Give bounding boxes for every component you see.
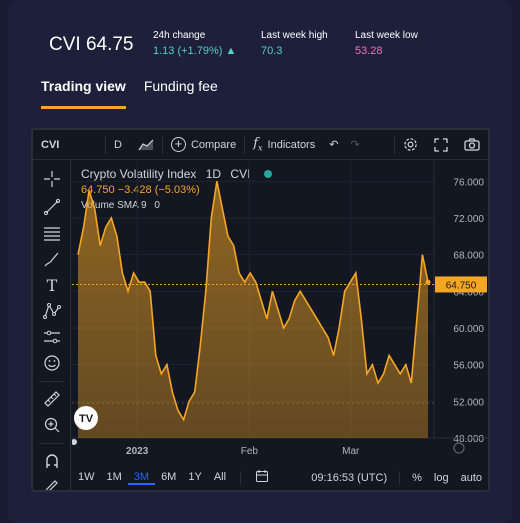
pencil-lock-icon[interactable]	[42, 475, 62, 490]
price-chart-plot[interactable]: 76.000 72.000 68.000 64.000 60.000 56.000 52.0…	[72, 161, 488, 463]
legend-ohlc: 64.750 −3.428 (−5.03%)	[81, 184, 200, 196]
trend-line-icon[interactable]	[42, 197, 62, 217]
price-area-fill	[78, 181, 428, 439]
magnet-icon[interactable]	[42, 451, 62, 471]
function-icon: fx	[253, 136, 263, 153]
legend-volume: Volume SMA 9	[81, 200, 147, 211]
ruler-icon[interactable]	[42, 389, 62, 409]
settings-gear-icon[interactable]	[395, 130, 426, 160]
log-toggle[interactable]: log	[433, 471, 449, 484]
pattern-icon[interactable]	[42, 301, 62, 321]
add-circle-icon: +	[170, 137, 186, 152]
legend-volume-value: 0	[154, 200, 160, 211]
camera-icon[interactable]	[456, 130, 488, 160]
range-1w[interactable]: 1W	[78, 470, 95, 483]
crosshair-icon[interactable]	[42, 169, 62, 189]
y-tick-label: 48.000	[453, 434, 484, 445]
redo-icon[interactable]: ↷	[350, 139, 360, 151]
fullscreen-icon[interactable]	[426, 130, 456, 160]
chart-legend: Crypto Volatility Index 1D CVI 64.750 −3…	[81, 167, 272, 211]
market-status-dot	[263, 170, 272, 178]
zoom-in-icon[interactable]	[42, 415, 62, 435]
range-6m[interactable]: 6M	[161, 470, 177, 483]
caret-up-icon: ▲	[225, 45, 237, 57]
price-line	[77, 181, 429, 422]
range-1m[interactable]: 1M	[106, 470, 122, 483]
stat-24h: 24h change 1.13 (+1.79%) ▲	[153, 30, 236, 57]
stat-value: 53.28	[355, 45, 383, 57]
text-tool-icon[interactable]: T	[46, 275, 58, 295]
x-tick-label: Feb	[241, 446, 259, 457]
horizontal-lines-icon[interactable]	[42, 223, 62, 243]
cvi-card: CVI 64.75 24h change 1.13 (+1.79%) ▲ Las…	[8, 0, 512, 523]
interval-button[interactable]: D	[114, 138, 122, 151]
y-tick-label: 64.000	[453, 287, 484, 298]
view-tabs: Trading view Funding fee	[41, 78, 218, 109]
drawing-toolbar: T	[33, 161, 71, 490]
stat-week-high: Last week high 70.3	[261, 30, 328, 57]
last-price-label: 64.750	[446, 280, 477, 291]
brush-icon[interactable]	[42, 249, 62, 269]
auto-toggle[interactable]: auto	[460, 471, 482, 484]
tab-trading-view[interactable]: Trading view	[41, 78, 126, 109]
tradingview-logo-icon[interactable]: TV	[74, 406, 98, 430]
y-tick-label: 60.000	[453, 324, 484, 335]
chart-type-icon[interactable]	[130, 130, 162, 160]
y-tick-label: 72.000	[453, 214, 484, 225]
chart-toolbar: CVI D + Compare fx Indicators ↶ ↷	[33, 130, 488, 160]
indicators-label: Indicators	[267, 138, 316, 151]
y-tick-label: 76.000	[453, 177, 484, 188]
compare-label: Compare	[190, 138, 237, 151]
axis-settings-icon[interactable]	[453, 442, 465, 454]
y-tick-label: 52.000	[453, 397, 484, 408]
stat-value: 1.13 (+1.79%) ▲	[153, 45, 237, 57]
y-tick-label: 56.000	[453, 361, 484, 372]
symbol-search-button[interactable]: CVI	[41, 138, 60, 151]
stat-label: 24h change	[153, 30, 206, 41]
last-price-marker	[425, 279, 431, 285]
prediction-icon[interactable]	[42, 327, 62, 347]
legend-interval: 1D	[205, 167, 222, 181]
scroll-left-icon[interactable]	[72, 439, 77, 445]
clock-time[interactable]: 09:16:53 (UTC)	[311, 471, 388, 484]
indicators-button[interactable]: fx Indicators	[245, 130, 323, 160]
legend-exchange: CVI	[230, 167, 251, 181]
stat-label: Last week high	[261, 30, 328, 41]
svg-text:TV: TV	[79, 413, 94, 425]
x-tick-label: 2023	[126, 446, 149, 457]
undo-icon[interactable]: ↶	[329, 139, 339, 151]
tab-funding-fee[interactable]: Funding fee	[143, 78, 218, 94]
tradingview-chart: CVI D + Compare fx Indicators ↶ ↷	[31, 128, 490, 492]
emoji-icon[interactable]	[42, 353, 62, 373]
date-range-icon[interactable]	[249, 469, 275, 486]
range-1y[interactable]: 1Y	[188, 470, 202, 483]
percent-toggle[interactable]: %	[412, 471, 422, 484]
stat-label: Last week low	[355, 30, 418, 41]
chart-bottom-bar: 1W 1M 3M 6M 1Y All 09:16:53 (UTC) % log auto	[72, 465, 488, 490]
y-tick-label: 68.000	[453, 251, 484, 262]
range-3m[interactable]: 3M	[127, 471, 156, 485]
x-tick-label: Mar	[342, 446, 360, 457]
stat-week-low: Last week low 53.28	[355, 30, 418, 57]
last-price-badge	[435, 276, 487, 293]
range-selector: 1W 1M 3M 6M 1Y All	[72, 471, 232, 485]
symbol-value: CVI 64.75	[49, 34, 134, 55]
legend-title: Crypto Volatility Index	[81, 167, 197, 181]
range-all[interactable]: All	[213, 470, 227, 483]
stat-value: 70.3	[261, 45, 283, 57]
compare-button[interactable]: + Compare	[163, 130, 244, 160]
